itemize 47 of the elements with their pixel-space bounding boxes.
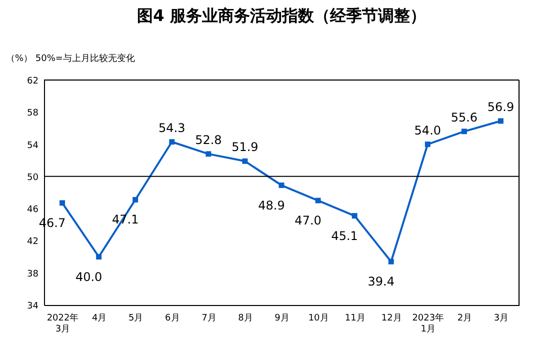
point xyxy=(388,258,394,264)
point xyxy=(352,213,358,219)
x-tick-label: 11月 xyxy=(344,314,366,324)
x-tick-label: 4月 xyxy=(92,314,107,324)
point xyxy=(132,196,138,202)
text: 54.0 xyxy=(414,123,442,138)
point xyxy=(206,151,212,157)
x-tick-label: 7月 xyxy=(202,314,216,324)
point xyxy=(278,182,284,188)
y-tick-label: 58 xyxy=(27,108,39,119)
y-tick-label: 54 xyxy=(27,140,39,151)
point xyxy=(498,118,504,124)
y-tick-label: 38 xyxy=(27,269,39,280)
x-tick-label: 3月 xyxy=(494,314,509,324)
y-tick-label: 50 xyxy=(27,172,39,183)
text: （%） 50%=与上月比较无变化 xyxy=(6,54,135,64)
x-tick-label: 9月 xyxy=(274,314,290,324)
point xyxy=(96,254,102,260)
point xyxy=(242,158,248,164)
text: 56.9 xyxy=(487,100,514,114)
x-tick-label: 12月 xyxy=(381,314,402,324)
x-tick-label: 2022年 3月 xyxy=(46,312,79,334)
text: 55.6 xyxy=(450,110,478,124)
point xyxy=(315,198,321,204)
y-tick-label: 46 xyxy=(27,205,39,216)
point xyxy=(169,139,175,145)
x-tick-label: 5月 xyxy=(128,314,144,324)
y-tick-label: 62 xyxy=(27,76,38,86)
text: 52.8 xyxy=(195,132,222,147)
text: 48.9 xyxy=(258,198,285,212)
text: 51.9 xyxy=(232,140,258,154)
point xyxy=(424,142,430,148)
chart-title: 图4 服务业商务活动指数（经季节调整） xyxy=(137,6,426,25)
text: 39.4 xyxy=(368,274,394,289)
x-tick-label: 10月 xyxy=(308,314,329,324)
text: 40.0 xyxy=(75,270,102,284)
text: 54.3 xyxy=(158,120,186,135)
x-tick-label: 8月 xyxy=(238,314,253,324)
y-tick-label: 42 xyxy=(27,237,38,248)
y-tick-label: 34 xyxy=(27,302,39,312)
x-tick-label: 6月 xyxy=(165,314,180,324)
text: 47.0 xyxy=(294,214,322,228)
x-tick-label: 2023年 1月 xyxy=(412,312,444,334)
x-tick-label: 2月 xyxy=(457,314,472,324)
text: 45.1 xyxy=(331,228,358,243)
point xyxy=(461,128,467,134)
point xyxy=(60,200,66,206)
